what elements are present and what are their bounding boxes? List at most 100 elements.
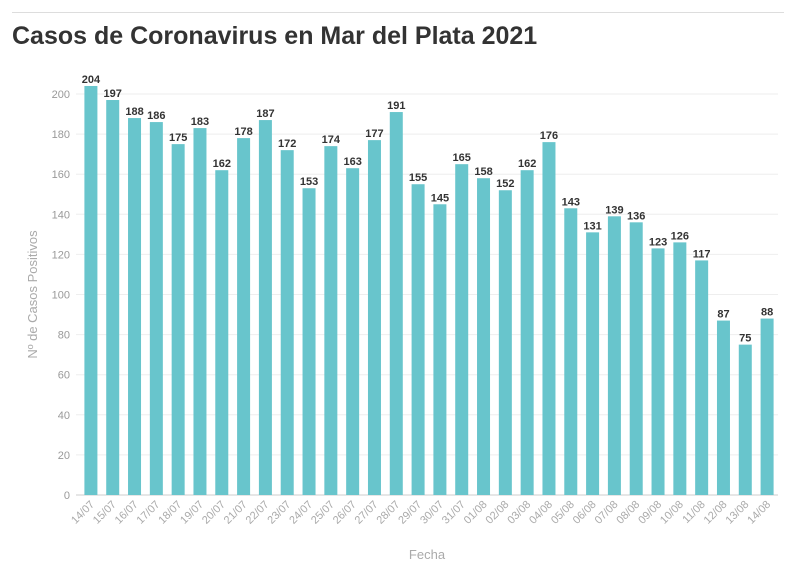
data-label: 123 [649,236,667,248]
top-divider [12,12,784,13]
x-tick-label: 13/08 [723,499,751,527]
x-tick-label: 29/07 [396,499,424,527]
bar [302,188,316,496]
data-label: 136 [627,210,645,222]
bar [716,320,730,495]
data-label: 139 [605,204,623,216]
x-tick-label: 22/07 [244,499,272,527]
x-tick-label: 05/08 [549,499,577,527]
x-tick-label: 04/08 [527,499,555,527]
bar [455,164,469,496]
x-tick-label: 25/07 [309,499,337,527]
x-tick-label: 16/07 [113,499,141,527]
bar [411,184,425,495]
bar [128,118,142,495]
x-tick-label: 18/07 [156,499,184,527]
x-tick-label: 21/07 [222,499,250,527]
data-label: 153 [300,176,318,188]
data-label: 75 [739,333,751,345]
data-label: 165 [453,152,471,164]
bar [629,222,643,495]
x-tick-label: 23/07 [265,499,293,527]
data-label: 186 [147,110,165,122]
data-label: 172 [278,138,296,150]
data-label: 143 [562,196,580,208]
bar [586,232,600,495]
bar [564,208,578,495]
x-tick-label: 06/08 [571,499,599,527]
data-label: 178 [234,126,252,138]
x-tick-label: 30/07 [418,499,446,527]
x-tick-label: 26/07 [331,499,359,527]
x-tick-label: 11/08 [680,499,707,526]
data-label: 175 [169,132,187,144]
x-tick-label: 20/07 [200,499,228,527]
x-tick-label: 12/08 [702,499,730,527]
y-tick-label: 100 [52,290,70,302]
bar [607,216,621,495]
y-tick-label: 60 [58,370,70,382]
data-label: 162 [213,158,231,170]
bar [324,146,338,495]
data-label: 176 [540,130,558,142]
bar [673,242,687,495]
data-label: 155 [409,172,427,184]
x-tick-label: 03/08 [505,499,533,527]
x-tick-label: 19/07 [178,499,206,527]
y-tick-label: 180 [52,129,70,141]
bar [520,170,534,495]
x-tick-label: 01/08 [462,499,490,527]
bar [389,112,403,496]
y-tick-label: 160 [52,169,70,181]
x-tick-label: 28/07 [374,499,402,527]
data-label: 131 [583,220,601,232]
bar [258,120,272,495]
x-tick-label: 14/07 [69,499,97,527]
bar [695,260,709,495]
x-tick-label: 02/08 [484,499,512,527]
data-label: 88 [761,307,773,319]
x-tick-label: 24/07 [287,499,315,527]
y-tick-label: 20 [58,450,70,462]
x-tick-label: 15/07 [91,499,119,527]
data-label: 174 [322,134,341,146]
bar [171,144,185,495]
bar [149,122,163,495]
bar [651,248,665,495]
data-label: 145 [431,192,449,204]
data-label: 152 [496,178,514,190]
x-tick-label: 14/08 [745,499,773,527]
y-tick-label: 200 [52,89,70,101]
bar [237,138,251,496]
data-label: 191 [387,100,405,112]
bar [193,128,207,495]
bar [367,140,381,496]
bar [738,344,752,495]
data-label: 87 [717,309,729,321]
y-tick-label: 0 [64,490,70,502]
data-label: 177 [365,128,383,140]
y-axis-label: Nº de Casos Positivos [25,230,40,359]
bar [433,204,447,495]
data-label: 188 [125,106,143,118]
y-tick-label: 140 [52,209,70,221]
data-label: 183 [191,116,209,128]
bar [477,178,491,495]
x-tick-label: 17/07 [135,499,163,527]
bar [346,168,360,495]
x-tick-label: 27/07 [353,499,381,527]
data-label: 197 [104,88,122,100]
bar [215,170,229,495]
data-label: 204 [82,74,101,86]
y-tick-label: 120 [52,249,70,261]
bar [106,100,120,495]
bar [760,318,774,495]
x-tick-label: 07/08 [593,499,621,527]
x-axis-label: Fecha [409,547,446,562]
data-label: 126 [671,230,689,242]
bar [280,150,294,495]
data-label: 158 [474,166,492,178]
y-tick-label: 40 [58,410,70,422]
chart-title: Casos de Coronavirus en Mar del Plata 20… [12,22,538,50]
